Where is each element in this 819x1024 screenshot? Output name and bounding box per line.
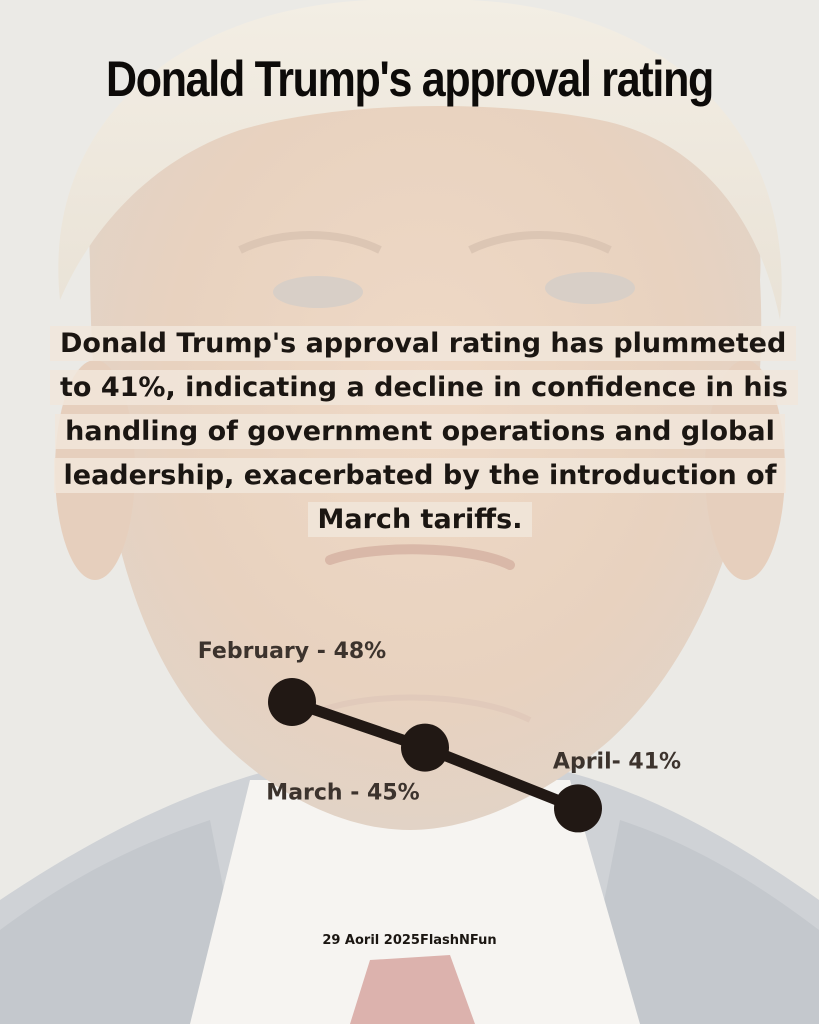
data-label-march: March - 45% <box>266 781 419 806</box>
data-label-april: April- 41% <box>553 749 681 774</box>
description-box: Donald Trump's approval rating has plumm… <box>50 322 798 542</box>
page-title: Donald Trump's approval rating <box>105 51 714 107</box>
data-point-february <box>268 678 316 726</box>
data-point-april <box>554 784 602 833</box>
data-point-march <box>401 723 449 772</box>
data-label-february: February - 48% <box>198 639 386 664</box>
footer-credit: 29 Aoril 2025FlashNFun <box>322 933 497 948</box>
